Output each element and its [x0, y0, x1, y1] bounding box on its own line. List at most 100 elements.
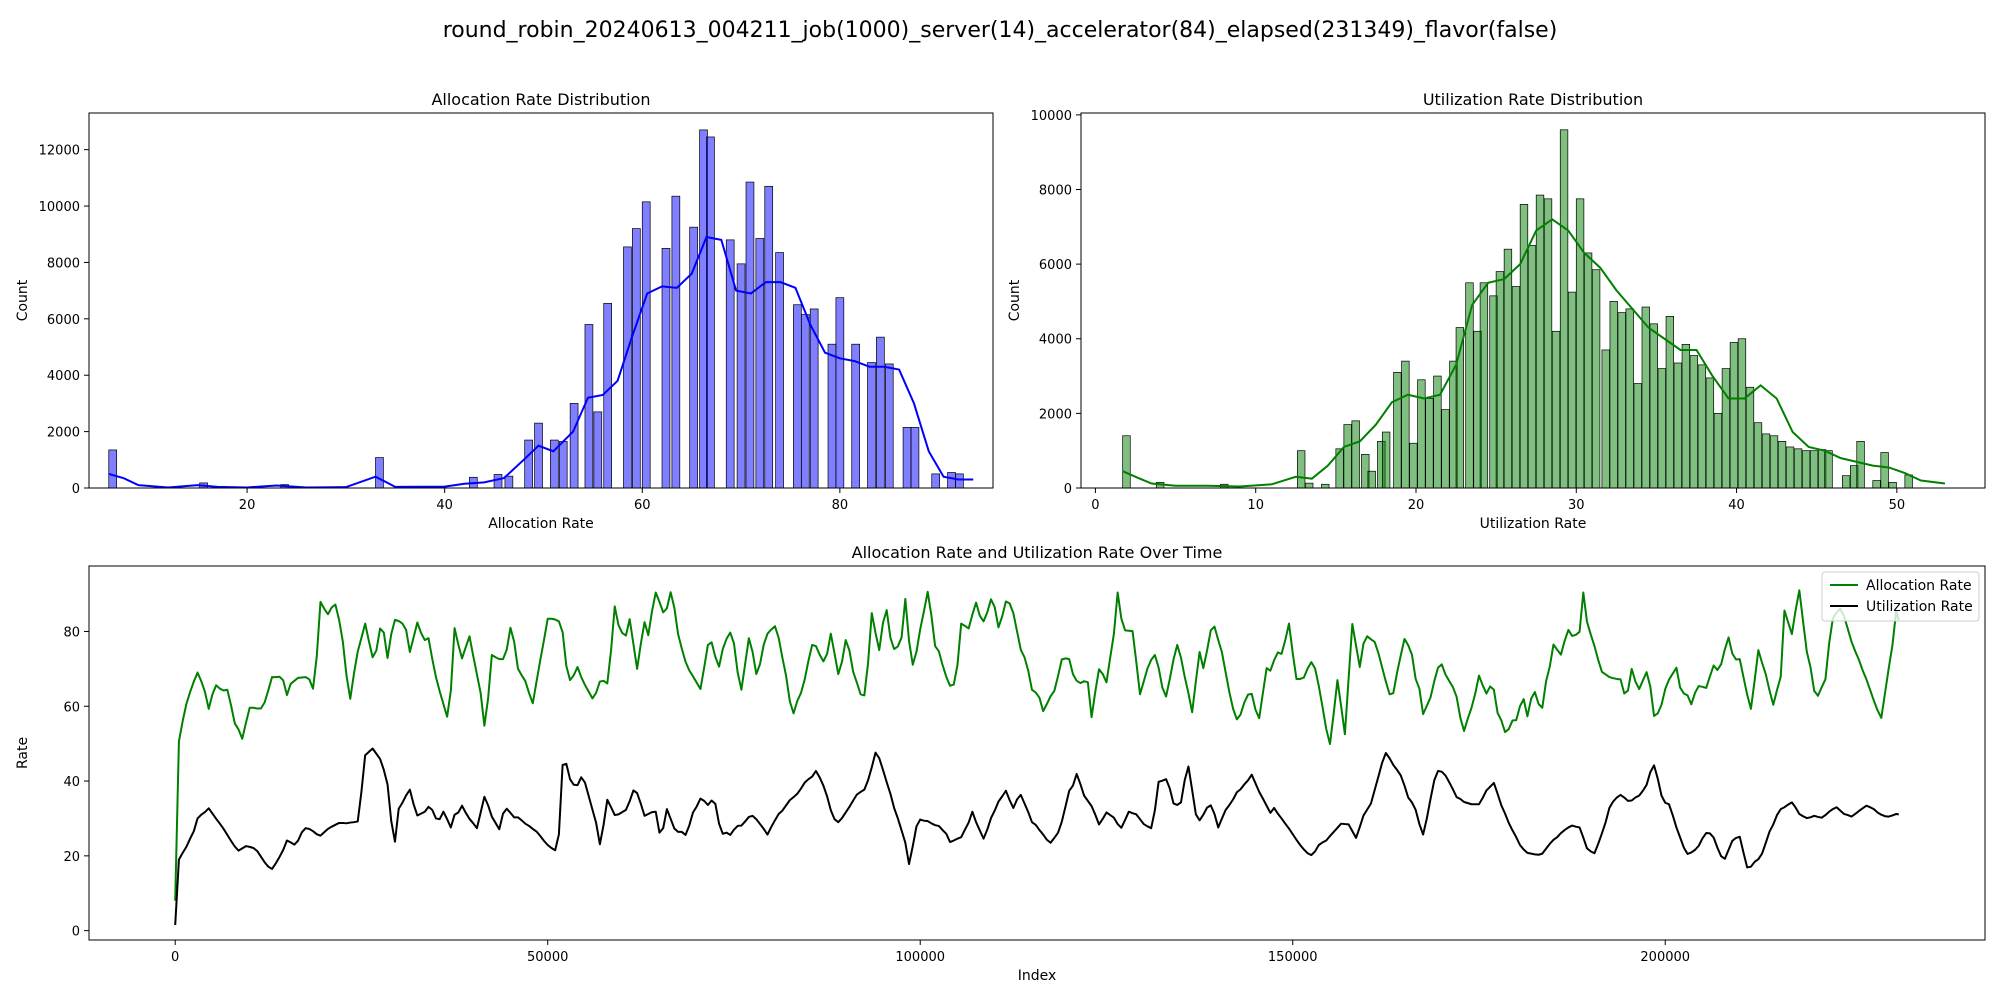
histogram-bar — [1697, 364, 1707, 489]
histogram-bar — [793, 304, 802, 489]
y-tick-label: 0 — [72, 482, 80, 497]
histogram-bar — [1777, 441, 1787, 489]
series-line-allocation-rate — [174, 589, 1900, 901]
legend-box — [1821, 571, 1980, 622]
histogram-bar — [504, 475, 514, 489]
histogram-bar — [1761, 433, 1771, 489]
histogram-bar — [800, 314, 810, 489]
histogram-bar — [1641, 306, 1650, 489]
y-tick-label: 20 — [63, 850, 80, 865]
histogram-bar — [835, 297, 845, 489]
legend-entry: Utilization Rate — [1866, 599, 1973, 615]
y-tick-label: 2000 — [47, 426, 80, 441]
y-axis-label: Count — [15, 279, 31, 321]
histogram-bar — [1122, 435, 1131, 489]
histogram-bar — [775, 252, 784, 489]
x-tick-label: 50 — [1889, 498, 1906, 513]
histogram-bar — [947, 472, 956, 489]
histogram-bar — [1417, 379, 1426, 489]
axes-frame — [88, 565, 1986, 941]
y-tick-label: 8000 — [1039, 183, 1072, 198]
histogram-bar — [876, 336, 885, 489]
x-tick-label: 20 — [1408, 498, 1425, 513]
histogram-bar — [1713, 413, 1723, 489]
histogram-bar — [1543, 198, 1553, 489]
histogram-bar — [641, 201, 651, 489]
histogram-bar — [661, 247, 671, 489]
x-tick-label: 100000 — [895, 950, 945, 965]
x-tick-label: 40 — [1728, 498, 1745, 513]
histogram-bar — [1425, 398, 1434, 489]
y-tick-label: 6000 — [1039, 258, 1072, 273]
histogram-bar — [1737, 338, 1747, 489]
allocation-histogram-panel: Allocation Rate Distribution Allocation R… — [15, 90, 994, 532]
x-axis-label: Index — [1018, 968, 1057, 984]
histogram-bar — [1785, 446, 1795, 489]
y-axis-label: Rate — [15, 737, 31, 769]
histogram-bar — [1381, 431, 1391, 489]
histogram-bar — [1393, 371, 1402, 489]
histogram-bar — [534, 422, 543, 489]
chart-title: Allocation Rate and Utilization Rate Ove… — [852, 543, 1223, 562]
histogram-bar — [736, 263, 746, 489]
histogram-bar — [375, 457, 384, 489]
x-tick-label: 0 — [1091, 498, 1099, 513]
histogram-bar — [1441, 409, 1450, 489]
histogram-bar — [493, 474, 503, 489]
histogram-bar — [569, 403, 579, 489]
histogram-bar — [1617, 312, 1626, 489]
histogram-bar — [706, 136, 715, 489]
histogram-bar — [1824, 450, 1833, 489]
histogram-bar — [524, 439, 533, 489]
series-line-utilization-rate — [174, 747, 1899, 926]
histogram-bar — [632, 228, 641, 489]
histogram-bar — [671, 195, 681, 489]
y-tick-label: 2000 — [1039, 407, 1072, 422]
histogram-bar — [1745, 386, 1755, 489]
histogram-bar — [745, 181, 755, 489]
histogram-bar — [1681, 343, 1691, 489]
histogram-bar — [1673, 362, 1683, 489]
histogram-bar — [1297, 450, 1306, 489]
axes-frame — [88, 112, 994, 489]
x-tick-label: 60 — [634, 498, 651, 513]
utilization-histogram-panel: Utilization Rate Distribution Utilization… — [1007, 90, 1986, 532]
histogram-bar — [1841, 475, 1851, 489]
y-tick-label: 0 — [1064, 482, 1072, 497]
histogram-bar — [1559, 129, 1569, 489]
histogram-bar — [1753, 422, 1763, 489]
y-tick-label: 6000 — [47, 313, 80, 328]
histogram-bar — [931, 473, 941, 489]
y-tick-label: 10000 — [39, 200, 80, 215]
y-tick-label: 60 — [63, 700, 80, 715]
histogram-bar — [1367, 470, 1376, 489]
y-tick-label: 10000 — [1031, 109, 1072, 124]
histogram-bar — [1793, 448, 1803, 489]
figure-suptitle: round_robin_20240613_004211_job(1000)_se… — [443, 18, 1558, 43]
x-tick-label: 0 — [171, 950, 179, 965]
x-tick-label: 150000 — [1268, 950, 1318, 965]
histogram-bar — [1567, 291, 1577, 489]
histogram-bar — [1591, 269, 1601, 489]
histogram-bar — [1888, 482, 1897, 489]
histogram-bar — [902, 427, 912, 489]
histogram-bar — [1479, 282, 1489, 489]
histogram-bar — [910, 427, 920, 489]
histogram-bar — [593, 411, 603, 489]
histogram-bar — [755, 238, 765, 489]
histogram-bar — [1856, 441, 1865, 489]
x-tick-label: 50000 — [527, 950, 568, 965]
x-tick-label: 40 — [436, 498, 453, 513]
x-axis-label: Allocation Rate — [488, 516, 594, 532]
histogram-bar — [1351, 420, 1360, 489]
histogram-bar — [1601, 349, 1610, 489]
histogram-bar — [1721, 368, 1731, 489]
y-tick-label: 12000 — [39, 144, 80, 159]
y-tick-label: 4000 — [1039, 333, 1072, 348]
histogram-bar — [1649, 323, 1658, 489]
histogram-bar — [851, 343, 860, 489]
histogram-bar — [584, 324, 594, 489]
histogram-bar — [1583, 252, 1593, 489]
histogram-bar — [1535, 194, 1545, 489]
